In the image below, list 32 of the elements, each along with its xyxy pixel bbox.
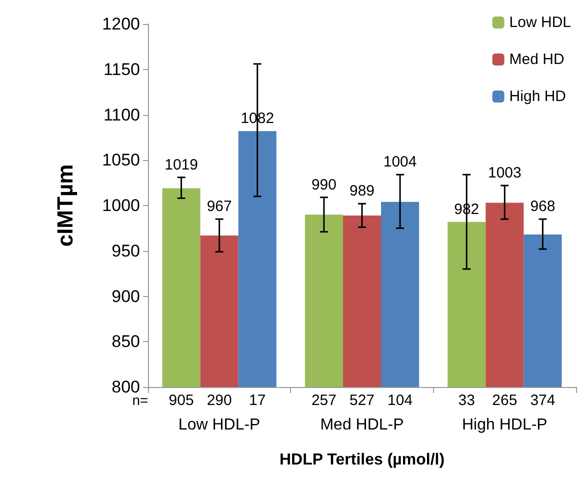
- y-axis-title: cIMTµm: [52, 164, 78, 247]
- data-label: 968: [530, 198, 556, 216]
- x-tick-label: Low HDL-P: [178, 416, 260, 434]
- legend-label: Low HDL: [509, 14, 572, 31]
- text: 257: [311, 392, 336, 409]
- x-tick-label: Med HDL-P: [320, 416, 404, 434]
- y-tick-label: 1000: [102, 196, 140, 215]
- y-tick-label: 1100: [103, 105, 140, 124]
- y-tick-label: 850: [112, 332, 140, 352]
- data-label: 1003: [488, 164, 522, 182]
- text: 17: [249, 392, 266, 409]
- text: 905: [168, 392, 194, 409]
- data-label: 967: [206, 198, 232, 216]
- text: 104: [388, 392, 413, 409]
- text: 527: [349, 392, 375, 409]
- legend-label: High HD: [509, 88, 566, 105]
- text: 290: [206, 392, 232, 409]
- data-label: 1019: [164, 156, 198, 174]
- y-tick-label: 1050: [102, 150, 140, 170]
- data-label: 990: [311, 176, 336, 194]
- data-label: 1004: [383, 154, 417, 171]
- x-axis-title: HDLP Tertiles (µmol/l): [279, 452, 445, 468]
- text: 265: [492, 392, 518, 409]
- y-tick-label: 1150: [103, 60, 140, 79]
- x-tick-label: High HDL-P: [462, 416, 548, 434]
- legend-label: Med HD: [509, 51, 564, 68]
- y-tick-label: 1200: [102, 14, 140, 34]
- y-tick-label: 950: [112, 241, 140, 260]
- data-label: 989: [349, 182, 375, 200]
- y-tick-label: 900: [112, 286, 140, 306]
- text: 33: [458, 392, 475, 409]
- text: 374: [530, 392, 556, 409]
